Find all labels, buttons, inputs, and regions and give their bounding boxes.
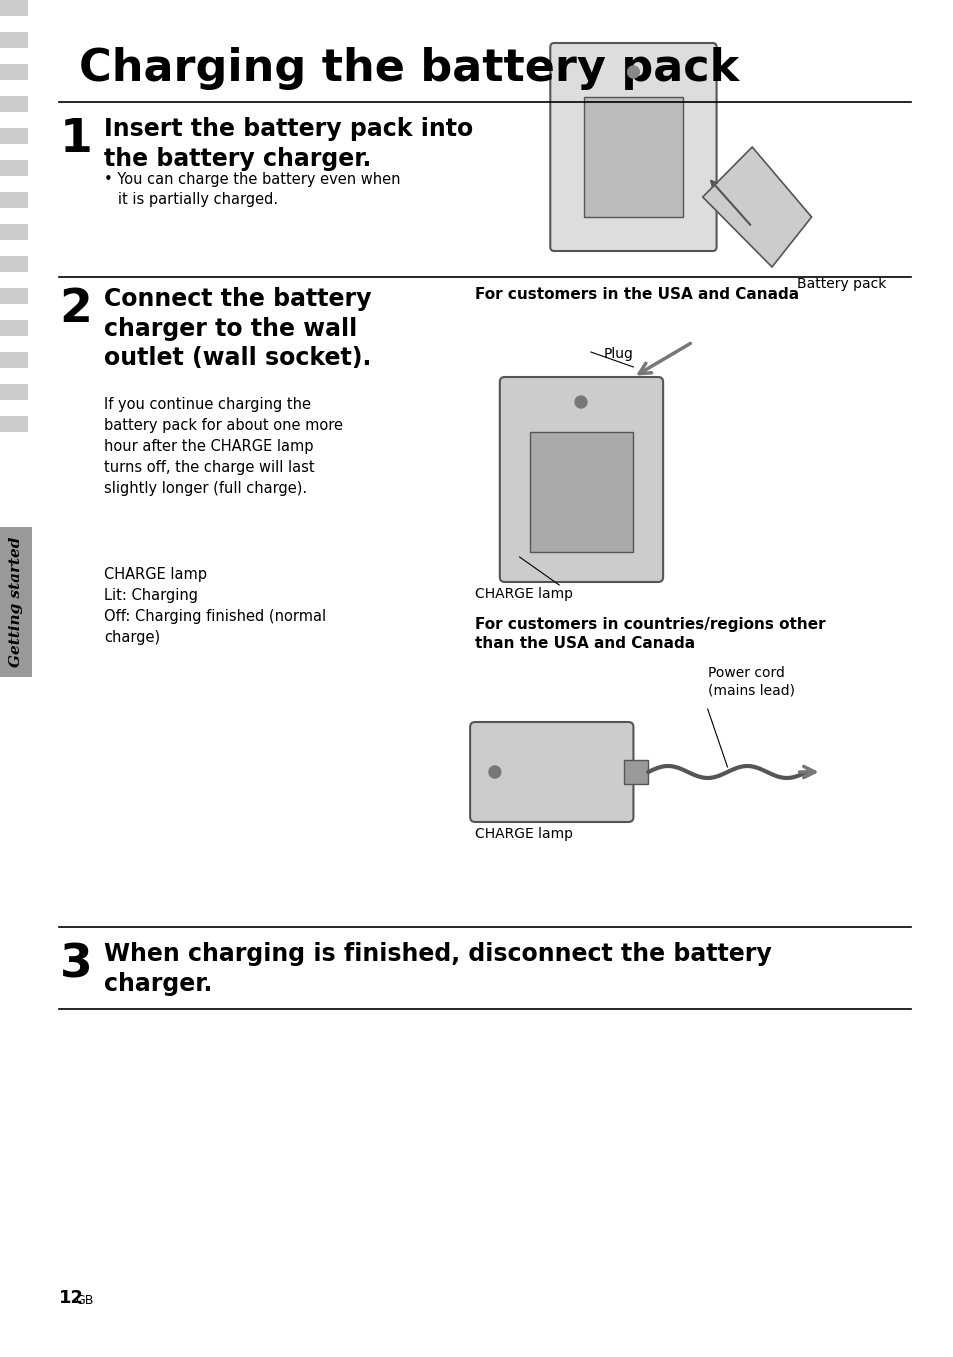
- FancyBboxPatch shape: [583, 96, 682, 217]
- Text: Getting started: Getting started: [9, 537, 23, 668]
- FancyBboxPatch shape: [0, 128, 28, 144]
- FancyBboxPatch shape: [0, 96, 28, 113]
- FancyBboxPatch shape: [0, 80, 28, 96]
- FancyBboxPatch shape: [0, 527, 31, 677]
- Circle shape: [627, 66, 639, 77]
- FancyBboxPatch shape: [0, 400, 28, 417]
- Text: For customers in countries/regions other
than the USA and Canada: For customers in countries/regions other…: [475, 617, 825, 650]
- Text: Battery pack: Battery pack: [796, 277, 885, 290]
- Text: 2: 2: [59, 286, 92, 332]
- Text: When charging is finished, disconnect the battery
charger.: When charging is finished, disconnect th…: [104, 942, 771, 996]
- FancyBboxPatch shape: [0, 0, 28, 16]
- FancyBboxPatch shape: [0, 256, 28, 271]
- FancyBboxPatch shape: [0, 417, 28, 432]
- FancyBboxPatch shape: [0, 384, 28, 400]
- FancyBboxPatch shape: [0, 16, 28, 33]
- FancyBboxPatch shape: [623, 760, 648, 784]
- Circle shape: [575, 396, 586, 408]
- FancyBboxPatch shape: [0, 432, 28, 448]
- FancyBboxPatch shape: [0, 240, 28, 256]
- FancyBboxPatch shape: [0, 113, 28, 128]
- FancyBboxPatch shape: [0, 304, 28, 320]
- FancyBboxPatch shape: [0, 176, 28, 191]
- FancyBboxPatch shape: [0, 191, 28, 208]
- Text: Charging the battery pack: Charging the battery pack: [79, 47, 739, 90]
- FancyBboxPatch shape: [0, 160, 28, 176]
- Text: CHARGE lamp: CHARGE lamp: [475, 826, 573, 841]
- Text: CHARGE lamp
Lit: Charging
Off: Charging finished (normal
charge): CHARGE lamp Lit: Charging Off: Charging …: [104, 567, 326, 645]
- FancyBboxPatch shape: [0, 368, 28, 384]
- Text: 1: 1: [59, 117, 92, 161]
- Text: Insert the battery pack into
the battery charger.: Insert the battery pack into the battery…: [104, 117, 473, 171]
- Circle shape: [489, 765, 500, 778]
- FancyBboxPatch shape: [0, 208, 28, 224]
- FancyBboxPatch shape: [0, 337, 28, 351]
- FancyBboxPatch shape: [0, 351, 28, 368]
- Text: CHARGE lamp: CHARGE lamp: [475, 588, 573, 601]
- FancyBboxPatch shape: [0, 320, 28, 337]
- Text: Plug: Plug: [603, 347, 633, 361]
- FancyBboxPatch shape: [0, 144, 28, 160]
- FancyBboxPatch shape: [499, 377, 662, 582]
- Text: If you continue charging the
battery pack for about one more
hour after the CHAR: If you continue charging the battery pac…: [104, 398, 342, 497]
- Text: For customers in the USA and Canada: For customers in the USA and Canada: [475, 286, 799, 303]
- FancyBboxPatch shape: [0, 33, 28, 47]
- Text: 3: 3: [59, 942, 92, 987]
- Polygon shape: [702, 147, 811, 267]
- Text: • You can charge the battery even when
   it is partially charged.: • You can charge the battery even when i…: [104, 172, 400, 206]
- FancyBboxPatch shape: [0, 288, 28, 304]
- Text: GB: GB: [75, 1295, 93, 1307]
- Text: Connect the battery
charger to the wall
outlet (wall socket).: Connect the battery charger to the wall …: [104, 286, 371, 370]
- FancyBboxPatch shape: [550, 43, 716, 251]
- FancyBboxPatch shape: [0, 47, 28, 64]
- FancyBboxPatch shape: [0, 224, 28, 240]
- Text: Power cord
(mains lead): Power cord (mains lead): [707, 666, 794, 697]
- FancyBboxPatch shape: [0, 64, 28, 80]
- Text: 12: 12: [59, 1289, 84, 1307]
- FancyBboxPatch shape: [529, 432, 633, 552]
- FancyBboxPatch shape: [0, 271, 28, 288]
- FancyBboxPatch shape: [470, 722, 633, 822]
